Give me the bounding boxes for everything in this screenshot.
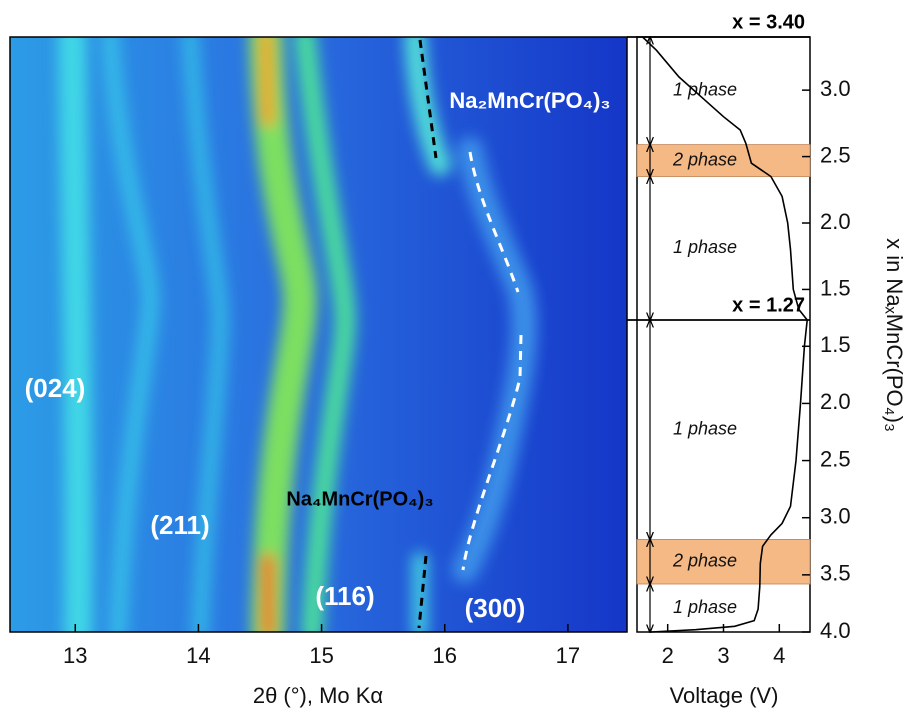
x-tick-label: 16 xyxy=(432,643,456,668)
x-tick-label: 4 xyxy=(773,643,785,668)
y-tick-label: 2.0 xyxy=(820,209,851,234)
x-tick-label: 15 xyxy=(309,643,333,668)
x-tick-label: 2 xyxy=(662,643,674,668)
voltage-curve xyxy=(650,319,808,633)
y-tick-label: 2.5 xyxy=(820,142,851,167)
region-label: 1 phase xyxy=(673,597,737,617)
phase-label: Na₄MnCr(PO₄)₃ xyxy=(286,488,433,510)
region-label: 2 phase xyxy=(672,149,737,169)
x-tick-label: 13 xyxy=(63,643,87,668)
heatmap-image xyxy=(10,37,627,632)
y-tick-label: 4.0 xyxy=(820,618,851,643)
plot-frame xyxy=(9,36,628,633)
region-label: 1 phase xyxy=(673,80,737,100)
two-phase-band xyxy=(636,144,811,177)
x-axis-label: 2θ (°), Mo Kα xyxy=(253,683,384,708)
region-label: 1 phase xyxy=(673,418,737,438)
y-tick-label: 3.0 xyxy=(820,76,851,101)
peak-label: (024) xyxy=(25,373,86,403)
y-tick-label: 1.5 xyxy=(820,332,851,357)
marker-label: x = 3.40 xyxy=(732,11,805,33)
two-phase-band xyxy=(636,539,811,585)
y-tick-label: 1.5 xyxy=(820,275,851,300)
voltage-curve xyxy=(642,36,808,321)
phase-label: Na₂MnCr(PO₄)₃ xyxy=(449,88,610,113)
x-tick-label: 14 xyxy=(186,643,210,668)
x-tick-label: 17 xyxy=(556,643,580,668)
y-tick-label: 3.0 xyxy=(820,504,851,529)
peak-label: (211) xyxy=(150,510,209,540)
region-label: 2 phase xyxy=(672,550,737,570)
y-axis-label: x in NaₓMnCr(PO₄)₃ xyxy=(882,238,907,432)
region-label: 1 phase xyxy=(673,237,737,257)
marker-label: x = 1.27 xyxy=(732,294,805,316)
y-tick-label: 2.5 xyxy=(820,446,851,471)
x-axis-label: Voltage (V) xyxy=(670,683,779,708)
y-tick-label: 2.0 xyxy=(820,389,851,414)
x-tick-label: 3 xyxy=(717,643,729,668)
peak-label: (300) xyxy=(465,593,526,623)
peak-label: (116) xyxy=(315,581,374,611)
y-tick-label: 3.5 xyxy=(820,561,851,586)
